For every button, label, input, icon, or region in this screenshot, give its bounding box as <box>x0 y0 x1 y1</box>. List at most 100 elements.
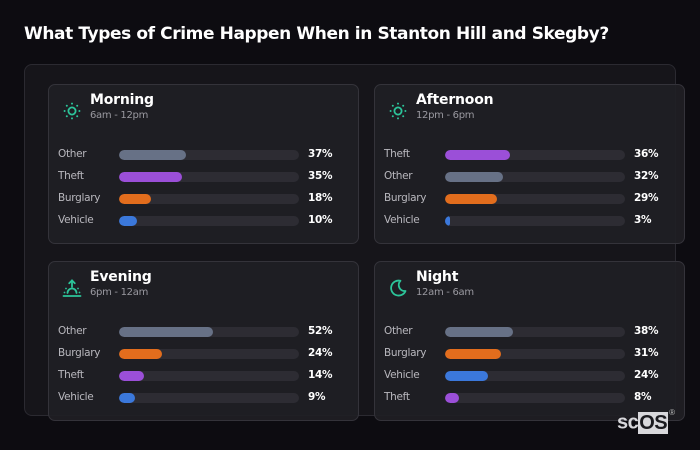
bar-list: Other 52% Burglary 24% Theft 14% Vehicle 9% <box>58 324 358 412</box>
bar-track <box>119 393 299 403</box>
bar-track <box>445 194 625 204</box>
bar-label: Other <box>58 325 87 337</box>
bar-fill <box>445 393 460 403</box>
bar-fill <box>119 172 182 182</box>
bar-label: Theft <box>58 170 84 182</box>
bar-row: Other 38% <box>384 324 684 346</box>
bar-value: 52% <box>308 325 333 337</box>
bar-value: 10% <box>308 214 333 226</box>
bar-fill <box>445 172 503 182</box>
bar-row: Theft 14% <box>58 368 358 390</box>
bar-row: Theft 8% <box>384 390 684 412</box>
bar-track <box>119 349 299 359</box>
bar-label: Theft <box>58 369 84 381</box>
bar-label: Vehicle <box>58 391 94 403</box>
card-title: Evening <box>90 269 152 285</box>
card-title: Night <box>416 269 459 285</box>
logo-os: OS <box>638 411 669 434</box>
bar-track <box>119 371 299 381</box>
bar-list: Other 37% Theft 35% Burglary 18% Vehicle 10% <box>58 147 358 235</box>
bar-value: 3% <box>634 214 652 226</box>
bar-fill <box>445 216 451 226</box>
bar-fill <box>119 371 145 381</box>
bar-track <box>119 172 299 182</box>
bar-track <box>445 216 625 226</box>
card-night: Night 12am - 6am Other 38% Burglary 31% Ve… <box>374 261 685 421</box>
bar-fill <box>445 194 498 204</box>
bar-label: Theft <box>384 391 410 403</box>
bar-track <box>119 216 299 226</box>
bar-value: 24% <box>308 347 333 359</box>
bar-fill <box>119 349 163 359</box>
bar-fill <box>119 216 137 226</box>
bar-fill <box>119 393 136 403</box>
card-afternoon: Afternoon 12pm - 6pm Theft 36% Other 32% B… <box>374 84 685 244</box>
bar-track <box>119 327 299 337</box>
bar-label: Other <box>58 148 87 160</box>
logo-sc: sc <box>617 411 639 434</box>
bar-value: 24% <box>634 369 659 381</box>
bar-label: Vehicle <box>58 214 94 226</box>
card-time-range: 12am - 6am <box>416 287 474 298</box>
sun-icon <box>62 101 82 121</box>
moon-icon <box>388 278 408 298</box>
bar-label: Vehicle <box>384 214 420 226</box>
registered-mark: ® <box>669 408 675 417</box>
bar-label: Burglary <box>58 192 101 204</box>
bar-fill <box>445 349 501 359</box>
page-title: What Types of Crime Happen When in Stant… <box>24 24 609 44</box>
bar-fill <box>119 327 213 337</box>
bar-row: Vehicle 10% <box>58 213 358 235</box>
bar-list: Other 38% Burglary 31% Vehicle 24% Theft 8% <box>384 324 684 412</box>
bar-value: 32% <box>634 170 659 182</box>
bar-track <box>119 150 299 160</box>
bar-track <box>445 150 625 160</box>
bar-list: Theft 36% Other 32% Burglary 29% Vehicle 3% <box>384 147 684 235</box>
bar-row: Burglary 31% <box>384 346 684 368</box>
card-title: Afternoon <box>416 92 494 108</box>
bar-label: Burglary <box>58 347 101 359</box>
bar-value: 35% <box>308 170 333 182</box>
bar-value: 31% <box>634 347 659 359</box>
bar-value: 8% <box>634 391 652 403</box>
bar-value: 38% <box>634 325 659 337</box>
bar-fill <box>119 150 186 160</box>
card-time-range: 6am - 12pm <box>90 110 149 121</box>
bar-row: Vehicle 9% <box>58 390 358 412</box>
bar-row: Other 37% <box>58 147 358 169</box>
bar-label: Burglary <box>384 347 427 359</box>
bar-row: Vehicle 24% <box>384 368 684 390</box>
bar-label: Burglary <box>384 192 427 204</box>
bar-row: Burglary 18% <box>58 191 358 213</box>
card-evening: Evening 6pm - 12am Other 52% Burglary 24% … <box>48 261 359 421</box>
bar-fill <box>445 371 489 381</box>
bar-label: Other <box>384 170 413 182</box>
bar-track <box>445 371 625 381</box>
bar-track <box>445 172 625 182</box>
bar-value: 36% <box>634 148 659 160</box>
card-time-range: 6pm - 12am <box>90 287 149 298</box>
card-title: Morning <box>90 92 154 108</box>
bar-fill <box>445 327 514 337</box>
bar-track <box>445 393 625 403</box>
bar-track <box>119 194 299 204</box>
bar-value: 29% <box>634 192 659 204</box>
bar-row: Theft 36% <box>384 147 684 169</box>
sunset-icon <box>62 278 82 298</box>
bar-label: Theft <box>384 148 410 160</box>
bar-value: 14% <box>308 369 333 381</box>
bar-row: Burglary 24% <box>58 346 358 368</box>
bar-row: Other 52% <box>58 324 358 346</box>
card-time-range: 12pm - 6pm <box>416 110 475 121</box>
bar-row: Vehicle 3% <box>384 213 684 235</box>
bar-track <box>445 327 625 337</box>
bar-value: 18% <box>308 192 333 204</box>
bar-fill <box>119 194 152 204</box>
card-morning: Morning 6am - 12pm Other 37% Theft 35% Bur… <box>48 84 359 244</box>
bar-value: 37% <box>308 148 333 160</box>
bar-value: 9% <box>308 391 326 403</box>
bar-row: Burglary 29% <box>384 191 684 213</box>
sun-icon <box>388 101 408 121</box>
bar-label: Other <box>384 325 413 337</box>
bar-row: Theft 35% <box>58 169 358 191</box>
